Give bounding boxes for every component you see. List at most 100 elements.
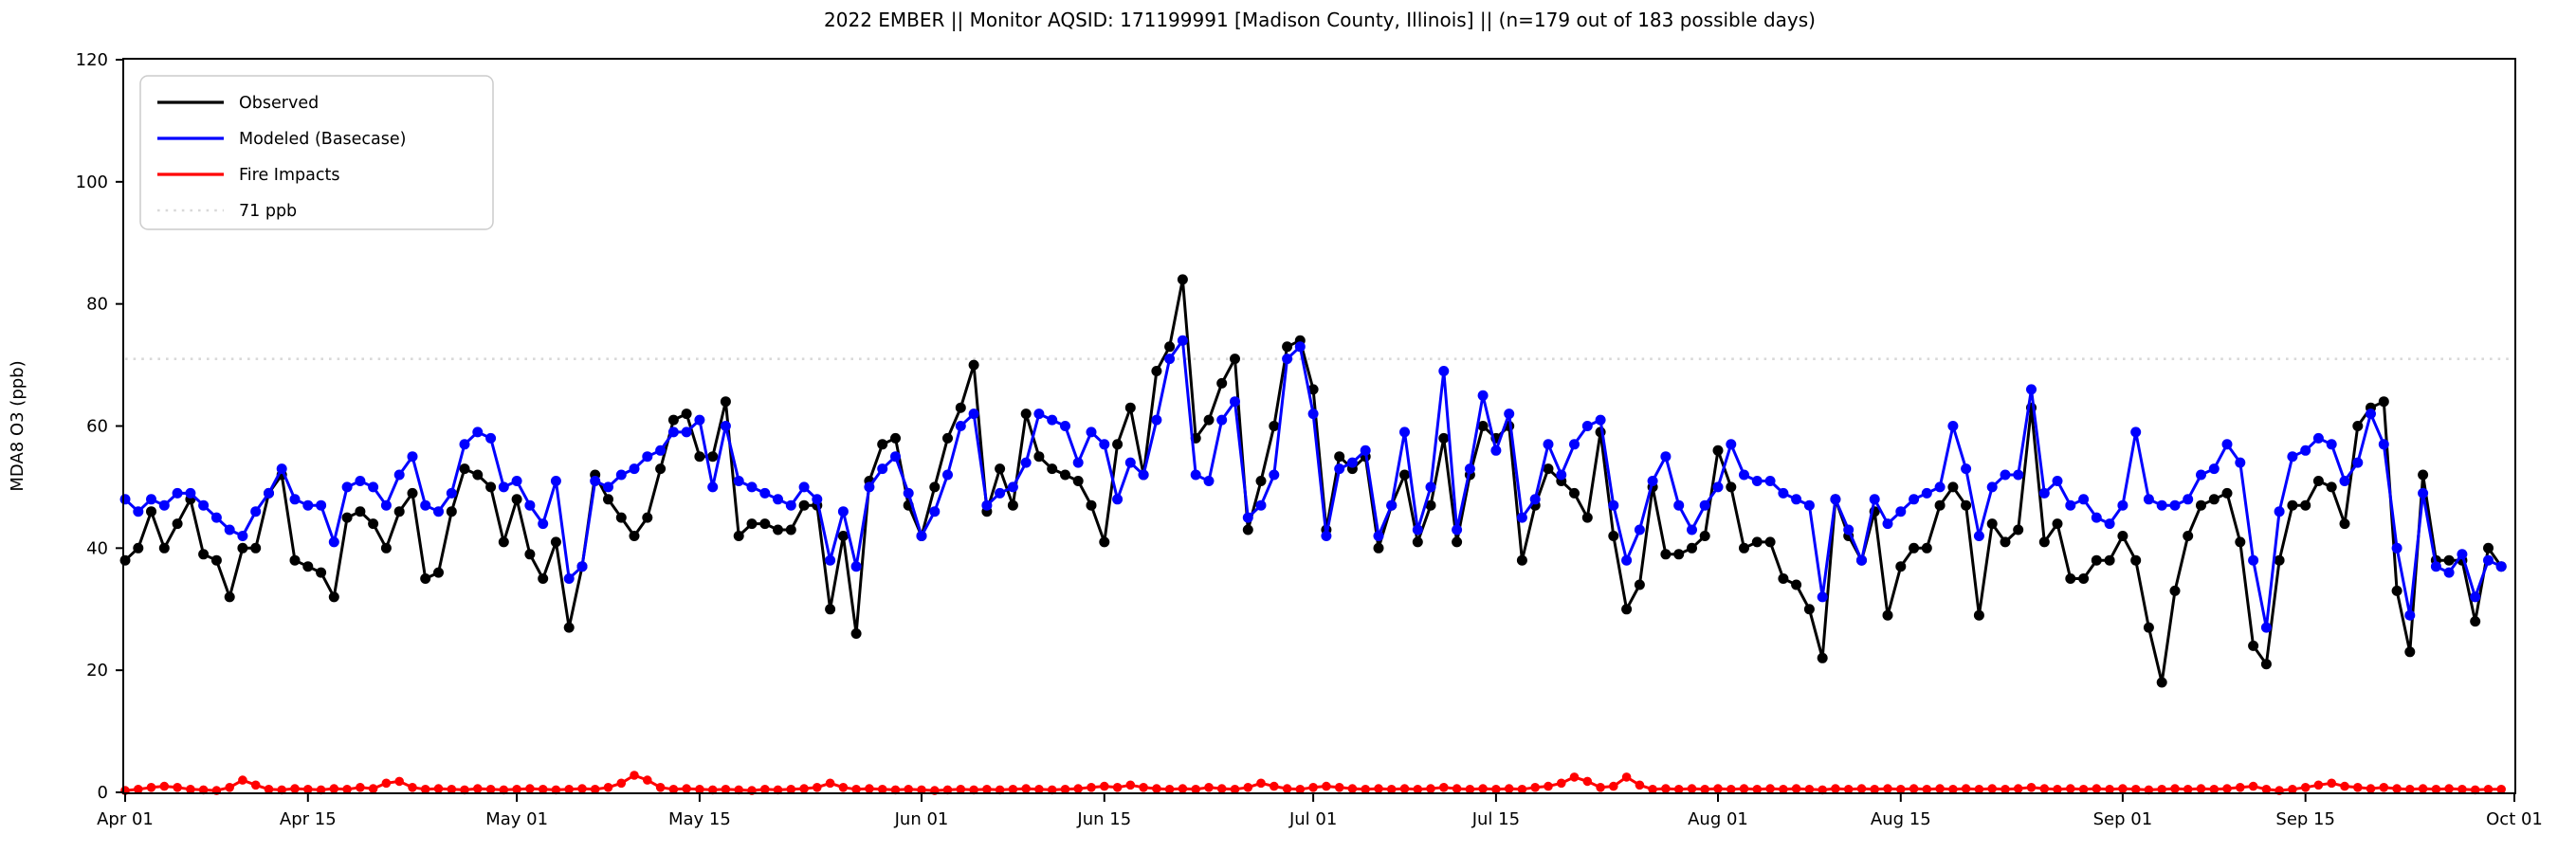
data-point — [1399, 469, 1410, 481]
data-point — [1203, 476, 1215, 486]
data-point — [1961, 463, 1972, 475]
data-point — [759, 487, 771, 499]
data-point — [2288, 785, 2297, 794]
data-point — [1973, 531, 1984, 541]
data-point — [1177, 274, 1188, 285]
data-point — [1060, 469, 1070, 481]
data-point — [681, 426, 692, 438]
data-point — [785, 524, 796, 535]
data-point — [1177, 335, 1188, 346]
data-point — [576, 561, 588, 572]
data-point — [433, 784, 444, 793]
data-point — [1712, 445, 1724, 456]
data-point — [667, 426, 679, 438]
data-point — [1204, 783, 1214, 792]
data-point — [564, 785, 574, 794]
data-point — [2404, 646, 2416, 658]
data-point — [2236, 783, 2245, 792]
data-point — [1516, 512, 1527, 523]
data-point — [289, 554, 301, 566]
data-point — [538, 518, 549, 530]
data-point — [1569, 487, 1580, 499]
legend-label-observed: Observed — [239, 94, 319, 113]
data-point — [1021, 784, 1031, 793]
data-point — [394, 776, 405, 787]
data-point — [1986, 481, 1998, 493]
data-point — [2340, 781, 2349, 791]
data-point — [1648, 785, 1657, 794]
x-tick-label: May 15 — [668, 809, 731, 829]
data-point — [407, 487, 418, 499]
data-point — [1869, 494, 1880, 505]
data-point — [799, 784, 809, 793]
data-point — [995, 487, 1006, 499]
data-point — [2443, 554, 2455, 566]
data-point — [1060, 421, 1070, 431]
data-point — [1020, 457, 1032, 468]
data-point — [1346, 457, 1358, 468]
data-point — [1321, 531, 1332, 541]
data-point — [433, 506, 444, 517]
y-tick-label: 40 — [86, 538, 108, 558]
data-point — [1282, 354, 1293, 365]
data-point — [813, 783, 822, 792]
data-point — [2001, 785, 2010, 794]
chart-title: 2022 EMBER || Monitor AQSID: 171199991 [… — [824, 9, 1816, 31]
y-tick-label: 100 — [76, 172, 108, 192]
data-point — [2470, 785, 2480, 795]
data-point — [290, 784, 300, 793]
data-point — [302, 499, 314, 511]
data-point — [1242, 524, 1253, 535]
data-point — [1269, 421, 1280, 431]
data-point — [264, 785, 274, 794]
data-point — [1635, 780, 1645, 790]
data-point — [1726, 439, 1737, 450]
data-point — [904, 785, 913, 794]
data-point — [498, 536, 509, 548]
data-point — [563, 622, 575, 633]
data-point — [1255, 476, 1267, 486]
data-point — [655, 463, 667, 475]
data-point — [1112, 494, 1124, 505]
data-point — [2404, 609, 2416, 621]
data-point — [524, 549, 536, 560]
data-point — [642, 451, 653, 463]
data-point — [1504, 408, 1515, 420]
data-point — [499, 785, 509, 795]
legend-label-fire-impacts: Fire Impacts — [239, 166, 339, 185]
legend-label-modeled-basecase-: Modeled (Basecase) — [239, 130, 406, 149]
x-tick-label: Sep 15 — [2275, 809, 2335, 829]
data-point — [1425, 481, 1436, 493]
data-point — [512, 785, 521, 794]
data-point — [2169, 499, 2181, 511]
data-point — [1986, 518, 1998, 530]
data-point — [1100, 781, 1109, 791]
data-point — [1386, 499, 1398, 511]
data-point — [446, 506, 457, 517]
data-point — [550, 476, 561, 486]
data-point — [2431, 785, 2441, 794]
data-point — [2078, 785, 2089, 794]
data-point — [1269, 469, 1280, 481]
data-point — [1072, 457, 1084, 468]
data-point — [1699, 531, 1710, 541]
data-point — [289, 494, 301, 505]
data-point — [1099, 439, 1110, 450]
data-point — [2144, 785, 2154, 795]
data-point — [146, 506, 156, 517]
data-point — [942, 432, 953, 444]
data-point — [328, 536, 339, 548]
data-point — [1947, 481, 1959, 493]
data-point — [1087, 783, 1096, 792]
data-point — [2183, 785, 2193, 794]
data-point — [1608, 531, 1619, 541]
data-point — [133, 542, 144, 554]
data-point — [368, 518, 379, 530]
data-point — [1295, 785, 1306, 794]
data-point — [1569, 439, 1580, 450]
data-point — [1412, 524, 1423, 535]
data-point — [773, 494, 783, 505]
data-point — [224, 591, 235, 603]
data-point — [1909, 784, 1919, 793]
data-point — [1425, 499, 1436, 511]
